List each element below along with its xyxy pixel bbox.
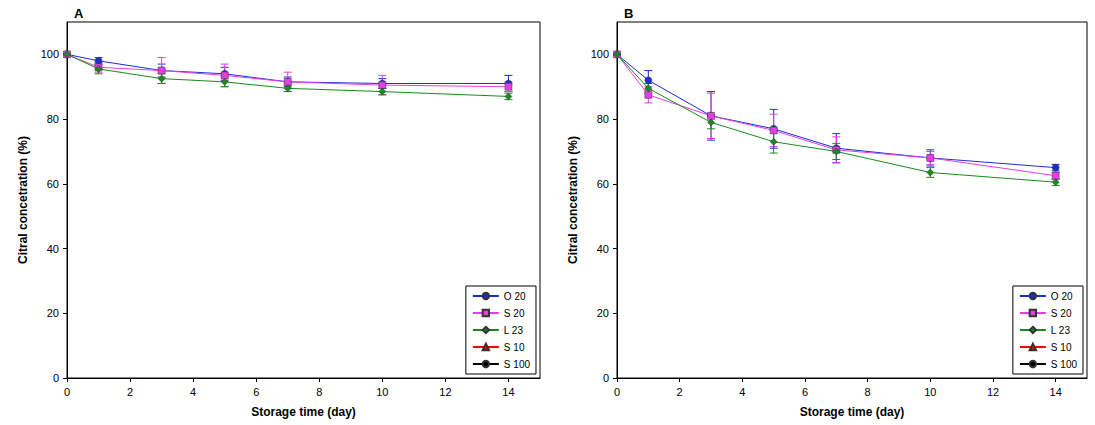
svg-text:S 10: S 10: [1051, 342, 1072, 353]
svg-text:O 20: O 20: [1051, 291, 1073, 302]
svg-text:10: 10: [924, 386, 936, 398]
svg-text:20: 20: [47, 307, 59, 319]
svg-text:8: 8: [316, 386, 322, 398]
svg-text:S 10: S 10: [504, 342, 525, 353]
svg-text:80: 80: [47, 113, 59, 125]
svg-text:0: 0: [603, 372, 609, 384]
svg-text:4: 4: [190, 386, 196, 398]
svg-text:40: 40: [597, 243, 609, 255]
svg-text:L 23: L 23: [1051, 325, 1071, 336]
svg-text:2: 2: [127, 386, 133, 398]
svg-text:B: B: [624, 6, 633, 21]
svg-text:S 100: S 100: [504, 359, 531, 370]
svg-text:80: 80: [597, 113, 609, 125]
svg-text:O 20: O 20: [504, 291, 526, 302]
svg-text:40: 40: [47, 243, 59, 255]
svg-text:12: 12: [439, 386, 451, 398]
svg-text:12: 12: [987, 386, 999, 398]
svg-text:L 23: L 23: [504, 325, 524, 336]
svg-text:S 100: S 100: [1051, 359, 1078, 370]
svg-text:0: 0: [64, 386, 70, 398]
svg-text:14: 14: [502, 386, 514, 398]
svg-text:14: 14: [1050, 386, 1062, 398]
svg-text:Citral concetration (%): Citral concetration (%): [16, 136, 30, 264]
svg-text:10: 10: [376, 386, 388, 398]
svg-text:6: 6: [802, 386, 808, 398]
svg-text:0: 0: [614, 386, 620, 398]
svg-text:60: 60: [47, 178, 59, 190]
svg-text:S 20: S 20: [504, 308, 525, 319]
svg-text:60: 60: [597, 178, 609, 190]
svg-text:A: A: [74, 6, 84, 21]
svg-text:4: 4: [739, 386, 745, 398]
svg-text:8: 8: [865, 386, 871, 398]
svg-text:100: 100: [41, 48, 59, 60]
svg-text:S 20: S 20: [1051, 308, 1072, 319]
svg-text:6: 6: [253, 386, 259, 398]
svg-text:Citral concetration (%): Citral concetration (%): [566, 136, 580, 264]
svg-text:20: 20: [597, 307, 609, 319]
svg-text:Storage time (day): Storage time (day): [800, 405, 905, 419]
svg-text:0: 0: [53, 372, 59, 384]
svg-text:Storage time (day): Storage time (day): [251, 405, 356, 419]
svg-text:100: 100: [591, 48, 609, 60]
svg-text:2: 2: [677, 386, 683, 398]
